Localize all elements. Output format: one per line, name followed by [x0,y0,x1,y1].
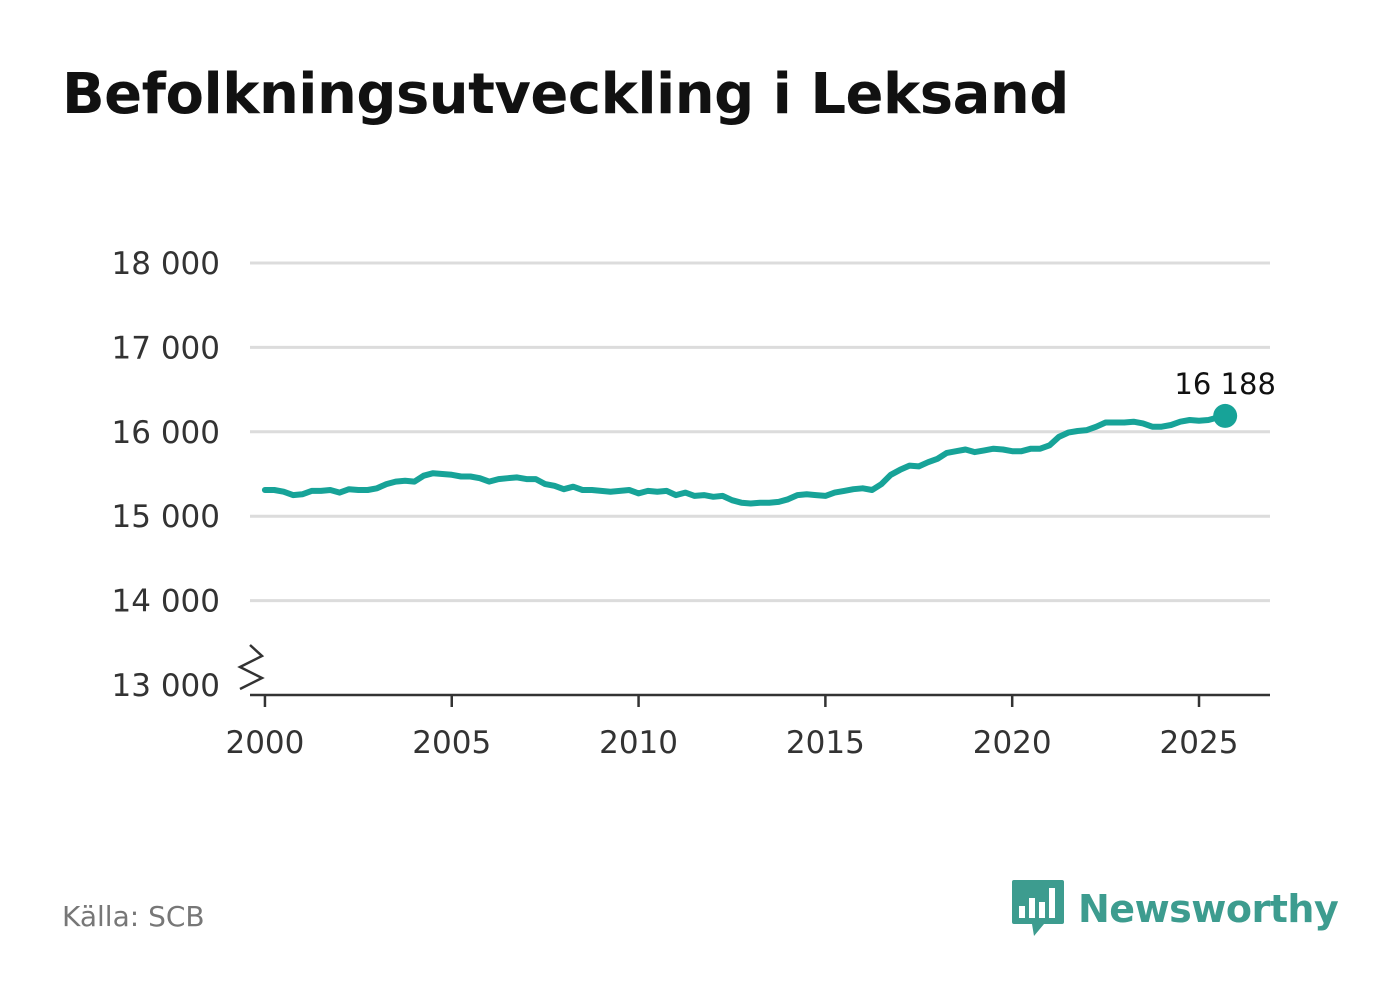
x-tick-label: 2005 [412,725,491,761]
brand: Newsworthy [1010,878,1339,940]
x-tick-label: 2020 [973,725,1052,761]
y-tick-label: 13 000 [112,668,220,704]
y-tick-label: 18 000 [112,246,220,282]
y-axis-tick-labels: 13 000 14 000 15 000 16 000 17 000 18 000 [112,246,220,704]
series-line-population [261,412,1229,507]
x-tick-label: 2025 [1160,725,1239,761]
y-tick-label: 15 000 [112,499,220,535]
x-tick-label: 2000 [225,725,304,761]
population-line-chart: 13 000 14 000 15 000 16 000 17 000 18 000 200… [112,246,1276,761]
x-tick-label: 2010 [599,725,678,761]
gridlines [250,261,1270,603]
x-tick-label: 2015 [786,725,865,761]
x-axis-ticks: 2000 2005 2010 2015 2020 2025 [225,695,1238,761]
brand-name: Newsworthy [1078,887,1339,931]
end-value-label: 16 188 [1174,367,1275,401]
bar-chart-speech-bubble-icon [1012,880,1064,936]
end-point-marker [1213,403,1238,428]
y-tick-label: 16 000 [112,415,220,451]
y-tick-label: 14 000 [112,584,220,620]
source-note: Källa: SCB [62,900,205,933]
y-tick-label: 17 000 [112,330,220,366]
zigzag-axis-break-icon [237,644,265,691]
page-title: Befolkningsutveckling i Leksand [62,62,1069,127]
